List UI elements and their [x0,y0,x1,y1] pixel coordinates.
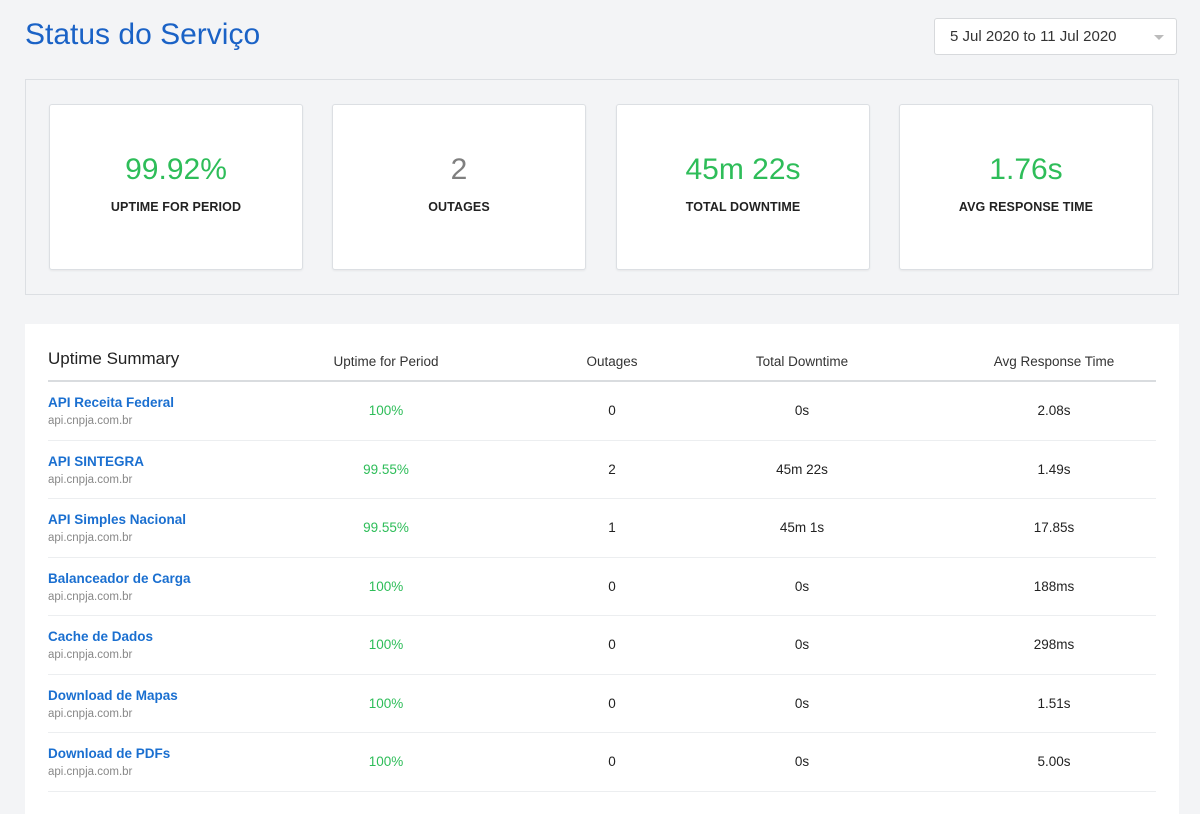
row-outages: 1 [608,520,616,535]
table-title: Uptime Summary [48,349,180,368]
service-link[interactable]: API SINTEGRA [48,453,145,469]
row-avg-response: 1.49s [1037,461,1071,477]
row-avg-response: 1.51s [1037,695,1071,711]
row-avg-response: 17.85s [1033,520,1075,535]
row-uptime: 100% [368,578,404,594]
row-uptime: 100% [368,403,404,418]
table-row: API SINTEGRA api.cnpja.com.br 99.55% 2 4… [48,441,1156,499]
row-downtime: 45m 22s [776,461,828,477]
stat-label: AVG RESPONSE TIME [958,200,1094,214]
stat-label: UPTIME FOR PERIOD [110,200,242,214]
date-range-value: 5 Jul 2020 to 11 Jul 2020 [950,28,1117,45]
row-uptime: 100% [368,637,404,652]
stat-value: 2 [450,153,468,186]
stats-panel: 99.92% UPTIME FOR PERIOD 2 OUTAGES 45m 2… [25,79,1179,295]
service-host: api.cnpja.com.br [48,649,133,661]
column-header-outages: Outages [586,354,638,369]
table-row: API Simples Nacional api.cnpja.com.br 99… [48,499,1156,558]
column-header-downtime: Total Downtime [755,354,849,369]
row-uptime: 99.55% [363,461,409,477]
row-downtime: 0s [794,578,810,594]
service-host: api.cnpja.com.br [48,473,133,486]
date-range-select[interactable]: 5 Jul 2020 to 11 Jul 2020 [934,18,1177,55]
service-host: api.cnpja.com.br [48,707,133,720]
uptime-summary-table: Uptime Summary Uptime for Period Outages… [48,324,1156,792]
table-row: Balanceador de Carga api.cnpja.com.br 10… [48,558,1156,616]
stat-card-uptime: 99.92% UPTIME FOR PERIOD [49,104,303,270]
row-downtime: 0s [794,695,810,711]
stat-label: TOTAL DOWNTIME [685,200,801,214]
row-outages: 0 [608,637,616,652]
row-avg-response: 298ms [1033,637,1075,652]
stat-value: 45m 22s [685,153,801,186]
row-downtime: 0s [794,637,810,652]
service-link[interactable]: Download de Mapas [48,687,178,703]
row-outages: 0 [608,754,616,769]
row-avg-response: 2.08s [1037,403,1071,418]
service-link[interactable]: API Simples Nacional [48,512,187,527]
column-header-response: Avg Response Time [993,354,1115,369]
row-downtime: 45m 1s [779,520,825,535]
service-host: api.cnpja.com.br [48,415,133,427]
service-host: api.cnpja.com.br [48,590,133,603]
stat-card-outages: 2 OUTAGES [332,104,586,270]
service-host: api.cnpja.com.br [48,766,133,778]
stat-card-downtime: 45m 22s TOTAL DOWNTIME [616,104,870,270]
stat-value: 1.76s [989,153,1063,186]
chevron-down-icon [1154,35,1164,40]
stat-label: OUTAGES [428,200,490,214]
row-avg-response: 5.00s [1037,754,1071,769]
stat-card-response: 1.76s AVG RESPONSE TIME [899,104,1153,270]
service-host: api.cnpja.com.br [48,532,133,544]
row-uptime: 100% [368,754,404,769]
table-row: Download de Mapas api.cnpja.com.br 100% … [48,675,1156,733]
row-outages: 0 [608,578,616,594]
page-title: Status do Serviço [25,18,261,51]
table-header: Uptime Summary Uptime for Period Outages… [48,324,1156,382]
table-row: API Receita Federal api.cnpja.com.br 100… [48,382,1156,441]
column-header-uptime: Uptime for Period [333,354,439,369]
service-link[interactable]: Download de PDFs [48,746,171,761]
stat-value: 99.92% [125,153,227,186]
uptime-summary-panel: Uptime Summary Uptime for Period Outages… [25,324,1179,814]
row-uptime: 100% [368,695,404,711]
table-row: Cache de Dados api.cnpja.com.br 100% 0 0… [48,616,1156,675]
row-uptime: 99.55% [363,520,409,535]
row-outages: 0 [608,695,616,711]
service-link[interactable]: Balanceador de Carga [48,570,191,586]
table-row: Download de PDFs api.cnpja.com.br 100% 0… [48,733,1156,792]
row-avg-response: 188ms [1033,578,1075,594]
service-link[interactable]: Cache de Dados [48,629,154,644]
row-outages: 0 [608,403,616,418]
row-outages: 2 [608,461,616,477]
row-downtime: 0s [794,754,810,769]
service-link[interactable]: API Receita Federal [48,395,175,410]
row-downtime: 0s [794,403,810,418]
